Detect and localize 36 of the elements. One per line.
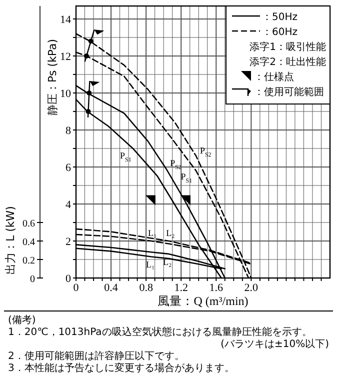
annotation: ：60Hz [262,27,298,38]
x-tick-label: 1.6 [209,282,224,294]
text: (備考) [8,314,36,326]
annotation: P$_{S1}$ [120,150,132,164]
annotation: ：50Hz [262,12,298,23]
annotation: 添字1：吸引性能 [250,41,326,53]
y-tick-label: 10 [60,88,72,100]
text: (バラツキは±10%以下) [220,338,330,350]
annotation: 添字2：吐出性能 [250,56,326,68]
text: 2．使用可能範囲は許容静圧以下です。 [8,350,184,362]
y-tick-label: 8 [66,124,72,137]
y2-tick-label: 0.4 [22,236,35,248]
annotation: L₂ [162,256,172,267]
annotation: ：使用可能範囲 [254,86,324,98]
y2-tick-label: 0.6 [22,218,35,230]
y-tick-label: 4 [66,198,72,211]
x-tick-label: 0.4 [104,282,118,294]
y-tick-label: 2 [66,236,71,248]
x-tick-label: 1.2 [174,282,188,294]
annotation: L₂ [166,228,175,238]
x-axis-title: 風量：Q (m³/min) [158,294,248,308]
y-tick-label: 12 [60,50,71,63]
text: 3．本性能は予告なしに変更する場合があります。 [8,362,234,374]
y2-tick-label: 0 [30,274,35,285]
y2-axis-title: 出力：L (kW) [4,206,17,274]
y-axis-title: 静圧：Ps (kPa) [46,38,59,116]
y-tick-label: 14 [60,14,72,26]
annotation: P$_{S2}$ [200,146,212,159]
y-tick-label: 0 [66,273,72,285]
text: 1．20℃，1013hPaの吸込空気状態における風量静圧性能を示す。 [8,326,312,338]
x-tick-label: 2.0 [244,282,259,294]
y2-tick-label: 0.2 [22,255,35,266]
x-tick-label: 0 [73,282,80,294]
y-tick-label: 6 [66,162,72,174]
legend-label: ：仕様点 [254,71,294,83]
x-tick-label: 0.8 [139,282,154,294]
